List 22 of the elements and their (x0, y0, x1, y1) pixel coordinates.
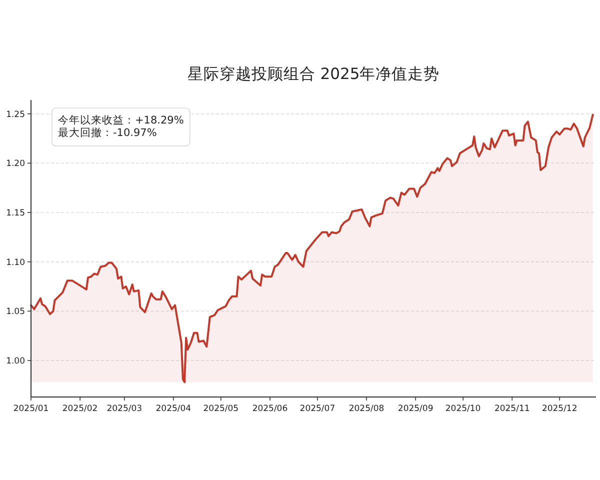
annotation: 最大回撤：-10.97% (58, 126, 157, 139)
y-tick-label: 1.15 (6, 208, 25, 218)
x-tick-label: 2025/02 (62, 404, 98, 414)
x-tick-label: 2025/06 (252, 404, 288, 414)
y-tick-label: 1.10 (6, 258, 25, 268)
x-tick-label: 2025/05 (203, 404, 239, 414)
y-tick-label: 1.05 (6, 307, 25, 318)
y-tick-label: 1.20 (6, 159, 25, 170)
x-tick-label: 2025/12 (542, 404, 578, 414)
x-tick-label: 2025/11 (494, 404, 530, 414)
x-tick-label: 2025/04 (156, 404, 192, 414)
x-tick-label: 2025/09 (398, 404, 434, 414)
annotation-box: 今年以来收益：+18.29% 最大回撤：-10.97% (52, 108, 190, 146)
x-tick-label: 2025/07 (300, 404, 336, 414)
x-tick-label: 2025/08 (348, 404, 384, 414)
chart-title: 星际穿越投顾组合 2025年净值走势 (187, 65, 440, 83)
x-tick-label: 2025/01 (13, 404, 49, 414)
annotation: 今年以来收益：+18.29% (58, 114, 184, 126)
y-tick-label: 1.00 (6, 356, 25, 366)
x-tick-label: 2025/10 (445, 404, 481, 414)
x-tick-label: 2025/03 (106, 404, 142, 414)
y-tick-label: 1.25 (6, 110, 25, 120)
